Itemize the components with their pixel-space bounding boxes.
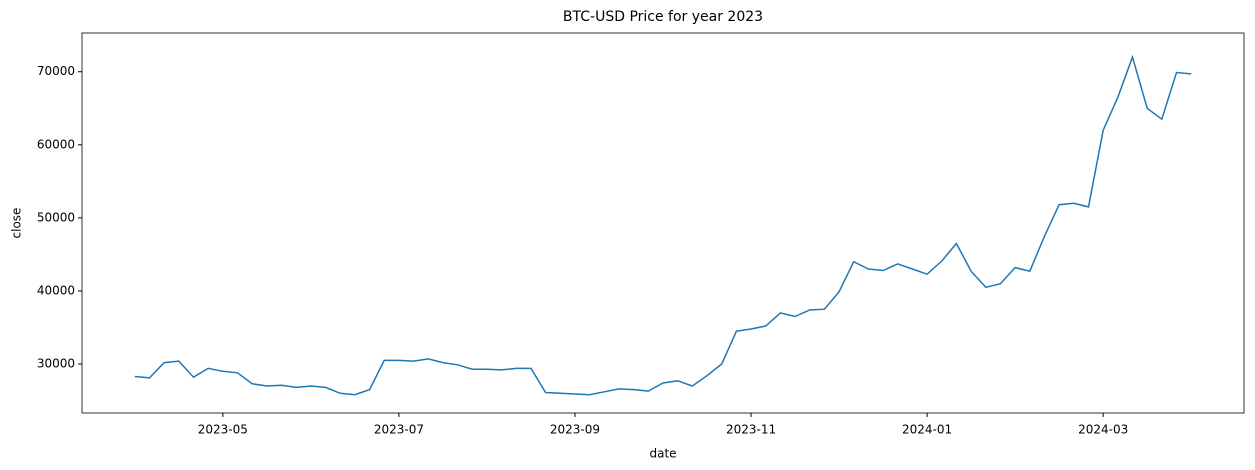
y-tick-label: 60000: [37, 137, 75, 151]
y-tick-label: 50000: [37, 210, 75, 224]
y-tick-label: 40000: [37, 283, 75, 297]
x-tick-label: 2023-11: [726, 423, 776, 437]
x-axis-label: date: [649, 447, 676, 461]
x-tick-label: 2023-07: [374, 423, 424, 437]
x-tick-label: 2023-05: [198, 423, 248, 437]
y-tick-label: 70000: [37, 64, 75, 78]
x-tick-label: 2024-03: [1078, 423, 1128, 437]
plot-area: [81, 32, 1245, 414]
x-tick-label: 2023-09: [550, 423, 600, 437]
y-tick-label: 30000: [37, 357, 75, 371]
price-line: [134, 54, 1192, 396]
x-tick-label: 2024-01: [902, 423, 952, 437]
chart-title: BTC-USD Price for year 2023: [563, 9, 763, 25]
y-axis-label: close: [10, 208, 24, 239]
